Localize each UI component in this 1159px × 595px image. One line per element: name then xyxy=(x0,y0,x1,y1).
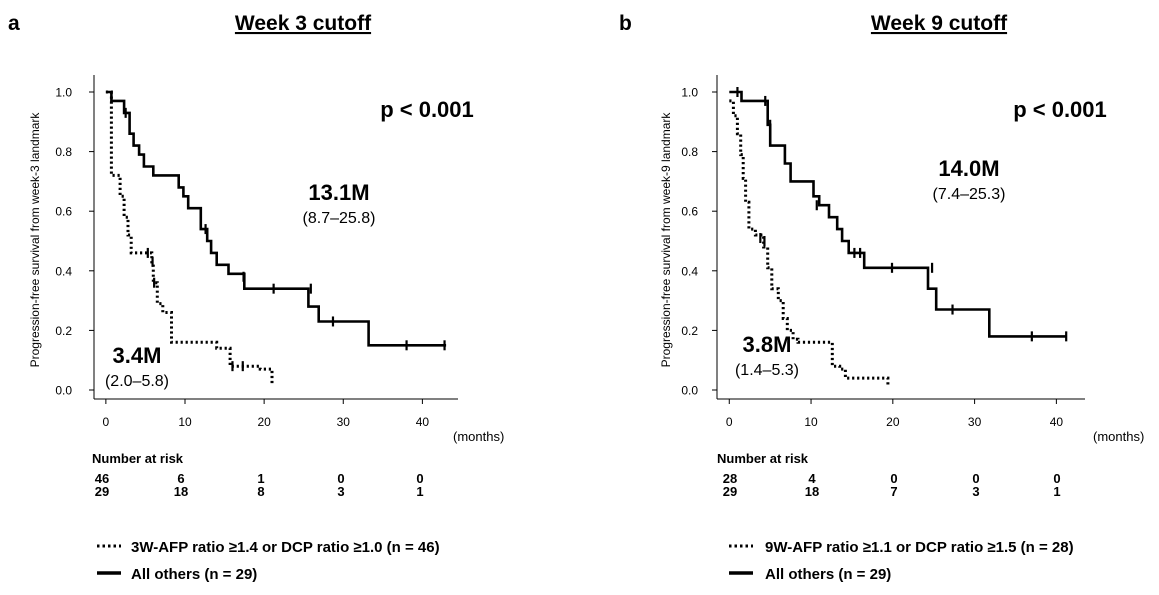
panel-label: a xyxy=(8,12,20,35)
y-tick-label: 0.8 xyxy=(681,145,698,159)
y-tick-label: 0.8 xyxy=(55,145,72,159)
x-tick-label: 0 xyxy=(103,415,110,429)
risk-count-dotted: 0 xyxy=(337,471,344,486)
risk-count-solid: 8 xyxy=(257,484,264,499)
dotted-median-label: 3.4M xyxy=(113,343,162,368)
p-value: p < 0.001 xyxy=(380,97,474,122)
y-tick-label: 0.6 xyxy=(681,205,698,219)
x-axis-unit: (months) xyxy=(1093,429,1144,444)
y-tick-label: 0.0 xyxy=(681,384,698,398)
p-value: p < 0.001 xyxy=(1013,97,1107,122)
x-axis: 0 10 20 30 40 (months) xyxy=(94,398,504,444)
risk-count-solid: 1 xyxy=(1053,484,1060,499)
y-tick-label: 0.4 xyxy=(681,264,698,278)
x-axis: 0 10 20 30 40 (months) xyxy=(717,398,1144,444)
y-axis: 0.0 0.2 0.4 0.6 0.8 1.0 xyxy=(55,75,95,399)
dotted-ci-label: (1.4–5.3) xyxy=(735,362,799,379)
risk-count-dotted: 1 xyxy=(257,471,264,486)
risk-count-dotted: 4 xyxy=(808,471,816,486)
x-axis-unit: (months) xyxy=(453,429,504,444)
y-axis-label: Progression-free survival from week-3 la… xyxy=(28,112,42,368)
legend-solid-label: All others (n = 29) xyxy=(765,566,891,583)
dotted-survival-curve xyxy=(729,99,890,387)
risk-count-solid: 29 xyxy=(95,484,109,499)
risk-count-dotted: 46 xyxy=(95,471,109,486)
y-axis: 0.0 0.2 0.4 0.6 0.8 1.0 xyxy=(681,75,718,399)
x-tick-label: 30 xyxy=(337,415,351,429)
risk-count-dotted: 0 xyxy=(416,471,423,486)
x-tick-label: 40 xyxy=(1050,415,1064,429)
risk-count-dotted: 0 xyxy=(890,471,897,486)
dotted-survival-curve xyxy=(105,90,274,384)
y-tick-label: 0.0 xyxy=(55,384,72,398)
x-tick-label: 10 xyxy=(178,415,192,429)
x-tick-label: 40 xyxy=(416,415,430,429)
x-tick-label: 0 xyxy=(726,415,733,429)
y-tick-label: 0.6 xyxy=(55,205,72,219)
panel-label: b xyxy=(619,12,632,35)
risk-count-solid: 3 xyxy=(972,484,979,499)
risk-table-title: Number at risk xyxy=(92,451,184,466)
solid-median-label: 13.1M xyxy=(308,180,369,205)
legend: 9W-AFP ratio ≥1.1 or DCP ratio ≥1.5 (n =… xyxy=(729,539,1074,583)
risk-count-solid: 29 xyxy=(723,484,737,499)
plot-area xyxy=(105,90,447,384)
plot-area xyxy=(729,87,1068,387)
legend-solid-label: All others (n = 29) xyxy=(131,566,257,583)
y-tick-label: 0.2 xyxy=(681,324,698,338)
panel-a: a Week 3 cutoff Progression-free surviva… xyxy=(8,12,504,583)
chart-title: Week 3 cutoff xyxy=(235,12,372,35)
dotted-ci-label: (2.0–5.8) xyxy=(105,373,169,390)
risk-table: Number at risk 46 6 1 0 029 18 8 3 1 xyxy=(92,451,424,499)
solid-ci-label: (8.7–25.8) xyxy=(303,210,376,227)
legend-dotted-label: 3W-AFP ratio ≥1.4 or DCP ratio ≥1.0 (n =… xyxy=(131,539,440,556)
risk-count-dotted: 0 xyxy=(972,471,979,486)
dotted-median-label: 3.8M xyxy=(743,332,792,357)
risk-table: Number at risk 28 4 0 0 0 29 18 7 3 1 xyxy=(717,451,1061,499)
risk-count-solid: 1 xyxy=(416,484,423,499)
legend-dotted-label: 9W-AFP ratio ≥1.1 or DCP ratio ≥1.5 (n =… xyxy=(765,539,1074,556)
x-tick-label: 20 xyxy=(257,415,271,429)
risk-table-title: Number at risk xyxy=(717,451,809,466)
risk-count-solid: 7 xyxy=(890,484,897,499)
x-tick-label: 10 xyxy=(804,415,818,429)
risk-count-solid: 18 xyxy=(174,484,188,499)
solid-survival-curve xyxy=(105,90,447,347)
y-tick-label: 1.0 xyxy=(55,86,72,100)
solid-ci-label: (7.4–25.3) xyxy=(933,186,1006,203)
y-axis-label: Progression-free survival from week-9 la… xyxy=(659,112,673,368)
solid-median-label: 14.0M xyxy=(938,156,999,181)
risk-count-solid: 18 xyxy=(805,484,819,499)
legend: 3W-AFP ratio ≥1.4 or DCP ratio ≥1.0 (n =… xyxy=(97,539,440,583)
x-tick-label: 30 xyxy=(968,415,982,429)
x-tick-label: 20 xyxy=(886,415,900,429)
chart-title: Week 9 cutoff xyxy=(871,12,1008,35)
risk-count-dotted: 28 xyxy=(723,471,737,486)
panel-b: b Week 9 cutoff Progression-free surviva… xyxy=(619,12,1144,583)
risk-count-solid: 3 xyxy=(337,484,344,499)
risk-count-dotted: 0 xyxy=(1053,471,1060,486)
y-tick-label: 0.4 xyxy=(55,264,72,278)
risk-count-dotted: 6 xyxy=(177,471,184,486)
y-tick-label: 1.0 xyxy=(681,86,698,100)
y-tick-label: 0.2 xyxy=(55,324,72,338)
